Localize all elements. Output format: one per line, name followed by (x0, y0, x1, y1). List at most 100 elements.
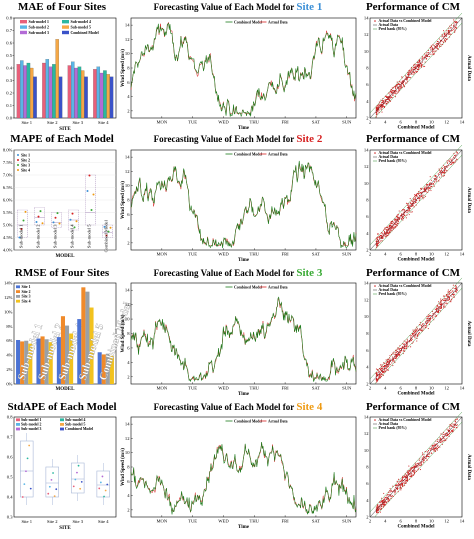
perf-scatter-point (407, 72, 409, 74)
perf-scatter-point (396, 348, 398, 350)
forecast-xtick-label: WED (218, 252, 229, 257)
rmse-bar (101, 354, 106, 384)
perf-scatter-point (382, 372, 384, 374)
perf-scatter-point (448, 290, 451, 293)
perf-scatter-point (437, 48, 439, 50)
rmse-ytick-label: 14% (4, 281, 13, 286)
forecast-ytick-label: 8 (127, 465, 130, 470)
perf-scatter-point (433, 449, 435, 451)
perf-scatter-point (402, 217, 405, 220)
stdape-point (76, 471, 78, 474)
perf-xtick-label: 12 (444, 519, 449, 524)
perf-scatter-point (430, 452, 432, 454)
rmse-legend-swatch (16, 290, 20, 293)
perf-scatter-point (398, 483, 400, 485)
perf-legend-marker (374, 20, 376, 22)
perf-scatter-point (389, 94, 391, 96)
perf-scatter-point (430, 179, 432, 181)
perf-scatter-point (412, 333, 414, 335)
perf-scatter-point (425, 54, 427, 56)
perf-scatter-point (416, 338, 418, 340)
perf-scatter-point (388, 226, 390, 228)
mae-bar (29, 67, 34, 119)
perf-scatter-point (427, 314, 429, 316)
perf-scatter-point (406, 475, 408, 477)
perf-scatter-point (377, 511, 379, 514)
perf-scatter-point (408, 210, 410, 212)
perf-scatter-point (453, 294, 455, 296)
perf-scatter-point (444, 298, 446, 300)
combined-model-line (130, 22, 357, 118)
perf-scatter-point (451, 298, 453, 300)
perf-scatter-point (377, 380, 379, 382)
stdape-point (50, 479, 53, 481)
perf-scatter-point (416, 71, 418, 73)
perf-scatter-point (424, 53, 426, 55)
perf-scatter-point (414, 335, 416, 338)
perf-scatter-point (405, 217, 407, 219)
perf-scatter-point (404, 485, 406, 487)
forecast-ytick-label: 12 (125, 302, 130, 307)
rmse-legend-swatch (16, 299, 20, 303)
perf-scatter-point (424, 327, 427, 329)
perf-ylabel: Actual Data (466, 187, 471, 213)
perf-scatter-point (387, 101, 389, 103)
perf-scatter-point (377, 372, 379, 374)
perf-scatter-point (454, 288, 456, 290)
forecast-legend-actual-label: Actual Data (268, 20, 288, 24)
perf-scatter-point (400, 347, 402, 349)
perf-scatter-point (394, 218, 396, 220)
perf-scatter-point (406, 214, 408, 216)
perf-scatter-point (380, 369, 382, 371)
forecast-ytick-label: 2 (127, 507, 130, 512)
perf-scatter-point (423, 454, 425, 456)
mae-xtick-label: Site 2 (47, 120, 58, 125)
perf-plot-frame (369, 416, 463, 518)
mape-xtick-label: Sub-model 3 (53, 224, 58, 248)
perf-scatter-point (452, 296, 454, 298)
perf-scatter-point (453, 296, 455, 298)
perf-scatter-point (398, 89, 400, 91)
perf-scatter-point (407, 345, 409, 347)
perf-scatter-point (402, 208, 404, 211)
mape-point (39, 210, 42, 213)
perf-scatter-point (451, 423, 453, 425)
forecast-ytick-label: 6 (127, 80, 130, 85)
mae-ytick-label: 0.8 (6, 16, 12, 21)
mape-xtick-label: Sub-model 4 (70, 224, 75, 248)
perf-scatter-point (412, 197, 415, 199)
perf-scatter-point (384, 364, 386, 367)
stdape-point (72, 485, 75, 488)
perf-scatter-point (414, 472, 416, 474)
mae-bar (93, 69, 97, 119)
perf-scatter-point (407, 80, 409, 82)
perf-scatter-point (448, 295, 450, 297)
perf-scatter-point (455, 24, 457, 26)
perf-scatter-point (415, 204, 417, 206)
mape-point (56, 212, 59, 215)
perf-ytick-label: 8 (366, 331, 369, 336)
perf-scatter-point (437, 446, 440, 449)
perf-scatter-point (381, 99, 383, 102)
forecast-ytick-label: 8 (127, 331, 130, 336)
perf-scatter-point (382, 371, 384, 373)
perf-scatter-point (414, 202, 416, 204)
perf-scatter-point (395, 226, 397, 228)
perf-scatter-point (455, 21, 457, 23)
mae-bar (52, 64, 56, 119)
perf-scatter-point (409, 475, 412, 478)
perf-scatter-point (451, 425, 453, 427)
perf-scatter-point (389, 357, 391, 359)
stdape-ytick-label: 0.6 (7, 455, 13, 460)
perf-scatter-point (382, 374, 384, 376)
perf-scatter-point (440, 301, 442, 303)
stdape-xtick-label: Site 4 (98, 519, 109, 524)
perf-scatter-point (413, 67, 415, 69)
forecast-xtick-label: WED (218, 519, 229, 524)
forecast-xtick-label: SAT (312, 519, 320, 524)
mape-point (58, 222, 61, 225)
mae-ytick-label: 0.3 (6, 78, 12, 83)
mae-bar (23, 65, 27, 119)
perf-scatter-point (448, 33, 450, 36)
perf-scatter-point (418, 192, 420, 194)
